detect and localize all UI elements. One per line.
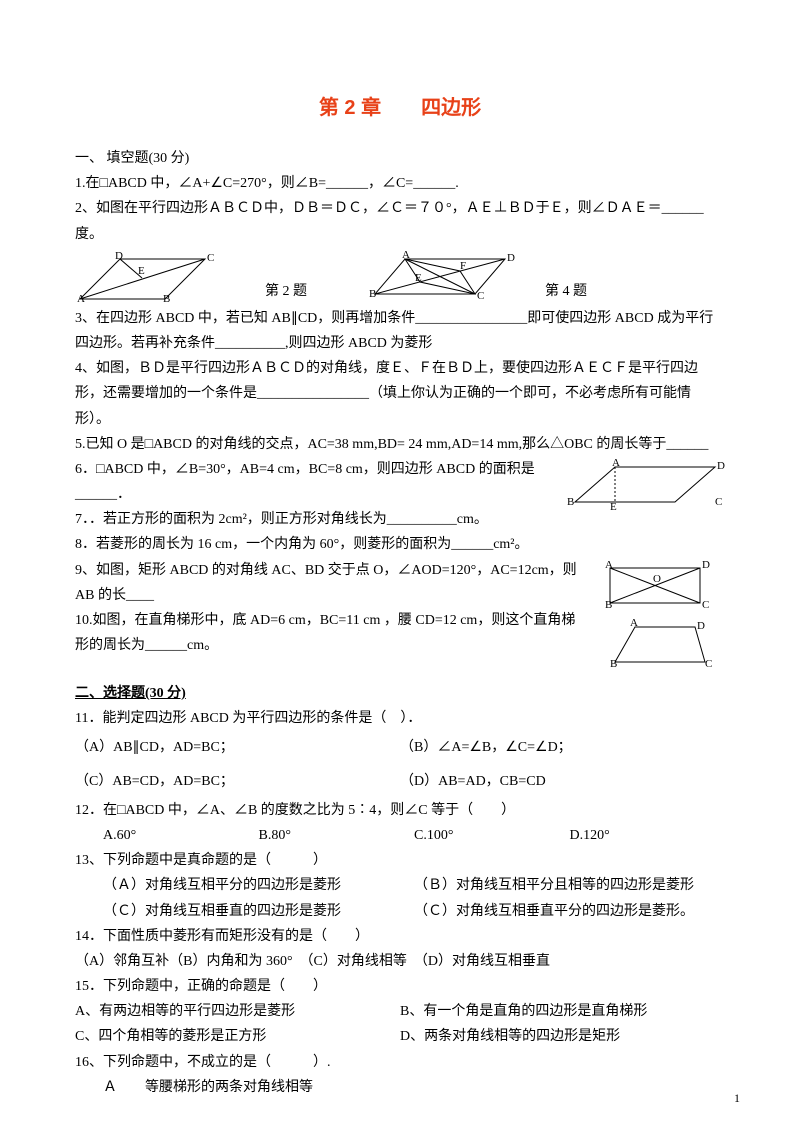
- q2: 2、如图在平行四边形ＡＢＣＤ中，ＤＢ＝ＤＣ，∠Ｃ＝７０°，ＡＥ⊥ＢＤ于Ｅ，则∠Ｄ…: [75, 196, 725, 246]
- svg-text:C: C: [207, 252, 214, 264]
- q12-stem: 12．在□ABCD 中，∠A、∠B 的度数之比为 5∶4，则∠C 等于（ ）: [75, 798, 725, 823]
- q1: 1.在□ABCD 中，∠A+∠C=270°，则∠B=______，∠C=____…: [75, 171, 725, 196]
- q5: 5.已知 O 是□ABCD 的对角线的交点，AC=38 mm,BD= 24 mm…: [75, 432, 725, 457]
- q12-opts: A.60° B.80° C.100° D.120°: [75, 823, 725, 848]
- q12-b: B.80°: [259, 823, 415, 848]
- fig4-caption: 第 4 题: [545, 279, 587, 304]
- q11-d: （D）AB=AD，CB=CD: [400, 769, 725, 794]
- q4: 4、如图，ＢＤ是平行四边形ＡＢＣＤ的对角线，度Ｅ、Ｆ在ＢＤ上，要使四边形ＡＥＣＦ…: [75, 356, 725, 432]
- q13-c: （Ｃ）对角线互相垂直的四边形是菱形: [103, 899, 414, 924]
- q16-stem: 16、下列命题中，不成立的是（ ）.: [75, 1050, 725, 1075]
- svg-text:C: C: [705, 658, 712, 670]
- figure-q6: A B C D E: [565, 457, 725, 512]
- q12-d: D.120°: [570, 823, 726, 848]
- svg-text:A: A: [612, 457, 620, 469]
- q15-opts2: C、四个角相等的菱形是正方形 D、两条对角线相等的四边形是矩形: [75, 1024, 725, 1049]
- q8: 8．若菱形的周长为 16 cm，一个内角为 60°，则菱形的面积为______c…: [75, 532, 725, 557]
- q3: 3、在四边形 ABCD 中，若已知 AB∥CD，则再增加条件__________…: [75, 306, 725, 356]
- svg-text:B: B: [610, 658, 617, 670]
- svg-text:E: E: [415, 272, 422, 284]
- q13-d: （Ｃ）对角线互相垂直平分的四边形是菱形。: [414, 899, 725, 924]
- svg-text:F: F: [460, 260, 466, 272]
- svg-text:D: D: [717, 460, 725, 472]
- q13-opts: （Ａ）对角线互相平分的四边形是菱形 （Ｂ）对角线互相平分且相等的四边形是菱形 （…: [75, 873, 725, 923]
- q16-a: Ａ 等腰梯形的两条对角线相等: [75, 1075, 725, 1100]
- section-choice: 二、选择题(30 分): [75, 681, 725, 706]
- svg-text:B: B: [163, 293, 170, 304]
- q15-d: D、两条对角线相等的四边形是矩形: [400, 1024, 725, 1049]
- svg-text:D: D: [507, 252, 515, 264]
- diagram-row-1: A B C D E 第 2 题 A B C D E F 第 4 题: [75, 249, 725, 304]
- doc-title: 第 2 章 四边形: [75, 90, 725, 126]
- figure-q10: A D B C: [595, 617, 715, 672]
- svg-text:A: A: [402, 249, 410, 261]
- q15-opts: A、有两边相等的平行四边形是菱形 B、有一个角是直角的四边形是直角梯形: [75, 999, 725, 1024]
- q15-c: C、四个角相等的菱形是正方形: [75, 1024, 400, 1049]
- svg-text:D: D: [702, 559, 710, 571]
- q15-a: A、有两边相等的平行四边形是菱形: [75, 999, 400, 1024]
- q11-opts2: （C）AB=CD，AD=BC； （D）AB=AD，CB=CD: [75, 765, 725, 798]
- svg-text:D: D: [115, 250, 123, 262]
- fig2-caption: 第 2 题: [265, 279, 335, 304]
- svg-text:O: O: [653, 573, 661, 585]
- q11-a: （A）AB∥CD，AD=BC；: [75, 735, 400, 760]
- q13-a: （Ａ）对角线互相平分的四边形是菱形: [103, 873, 414, 898]
- svg-text:D: D: [697, 620, 705, 632]
- q14-opts: （A）邻角互补（B）内角和为 360° （C）对角线相等 （D）对角线互相垂直: [75, 949, 725, 974]
- q11-c: （C）AB=CD，AD=BC；: [75, 769, 400, 794]
- figure-q4: A B C D E F: [365, 249, 515, 304]
- svg-text:C: C: [702, 599, 709, 608]
- svg-text:B: B: [369, 288, 376, 300]
- svg-text:A: A: [630, 617, 638, 629]
- page-number: 1: [734, 1088, 740, 1110]
- figure-q2: A B C D E: [75, 249, 235, 304]
- svg-text:C: C: [715, 496, 722, 508]
- section-fill: 一、 填空题(30 分): [75, 146, 725, 171]
- q11-b: （B）∠A=∠B，∠C=∠D；: [400, 735, 725, 760]
- q11-stem: 11．能判定四边形 ABCD 为平行四边形的条件是（ ）．: [75, 706, 725, 731]
- q12-a: A.60°: [103, 823, 259, 848]
- q12-c: C.100°: [414, 823, 570, 848]
- figure-q9: A D B C O: [595, 558, 715, 608]
- q13-stem: 13、下列命题中是真命题的是（ ）: [75, 848, 725, 873]
- svg-text:E: E: [138, 265, 145, 277]
- svg-text:E: E: [610, 501, 617, 512]
- svg-text:A: A: [77, 293, 85, 304]
- svg-text:B: B: [605, 599, 612, 608]
- svg-text:A: A: [605, 559, 613, 571]
- q15-stem: 15．下列命题中，正确的命题是（ ）: [75, 974, 725, 999]
- q13-b: （Ｂ）对角线互相平分且相等的四边形是菱形: [414, 873, 725, 898]
- q15-b: B、有一个角是直角的四边形是直角梯形: [400, 999, 725, 1024]
- svg-text:C: C: [477, 290, 484, 302]
- q14-stem: 14．下面性质中菱形有而矩形没有的是（ ）: [75, 924, 725, 949]
- svg-text:B: B: [567, 496, 574, 508]
- q11-opts: （A）AB∥CD，AD=BC； （B）∠A=∠B，∠C=∠D；: [75, 731, 725, 764]
